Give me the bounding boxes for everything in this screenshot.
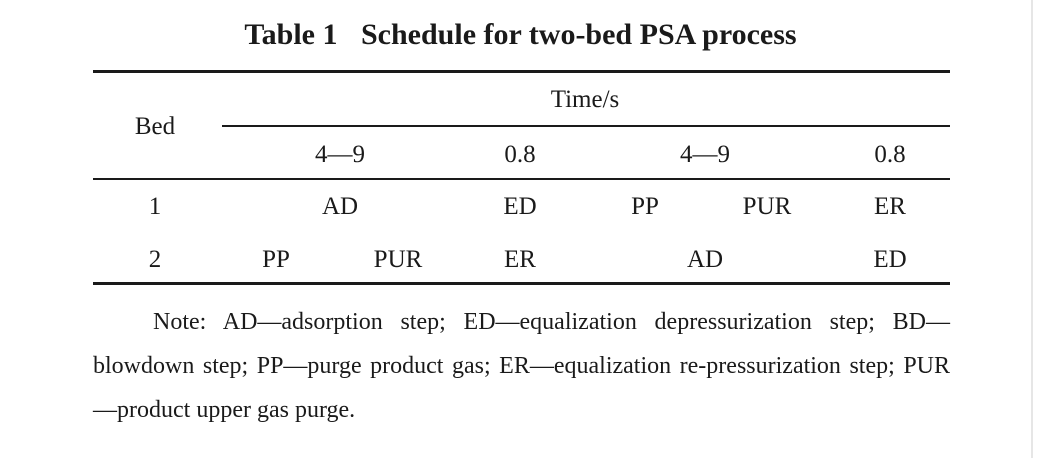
step-cell: ED [873,246,907,273]
table-title: Table 1 Schedule for two-bed PSA process [0,18,1041,52]
step-cell: PP [631,193,659,220]
top-rule [93,70,950,73]
time-col-2: 0.8 [504,141,536,168]
page-edge [1031,0,1033,458]
step-cell: ER [874,193,906,220]
step-cell: AD [686,246,724,273]
table-note: Note: AD—adsorption step; ED—equalizatio… [93,300,950,432]
step-cell: PP [262,246,290,273]
step-cell: PUR [742,193,792,220]
bottom-rule [93,282,950,285]
note-text: Note: AD—adsorption step; ED—equalizatio… [93,309,950,423]
table-label: Table 1 [244,18,338,51]
step-cell: AD [321,193,359,220]
step-cell: PUR [373,246,423,273]
time-col-3: 4—9 [680,141,730,168]
bed-cell: 1 [148,193,162,220]
bed-cell: 2 [148,246,162,273]
step-cell: ED [503,193,537,220]
time-col-4: 0.8 [874,141,906,168]
time-header: Time/s [550,86,620,113]
bed-header: Bed [134,113,176,140]
header-rule [93,178,950,180]
time-col-1: 4—9 [315,141,365,168]
table-caption: Schedule for two-bed PSA process [361,18,797,51]
step-cell: ER [504,246,536,273]
time-rule [222,125,950,127]
